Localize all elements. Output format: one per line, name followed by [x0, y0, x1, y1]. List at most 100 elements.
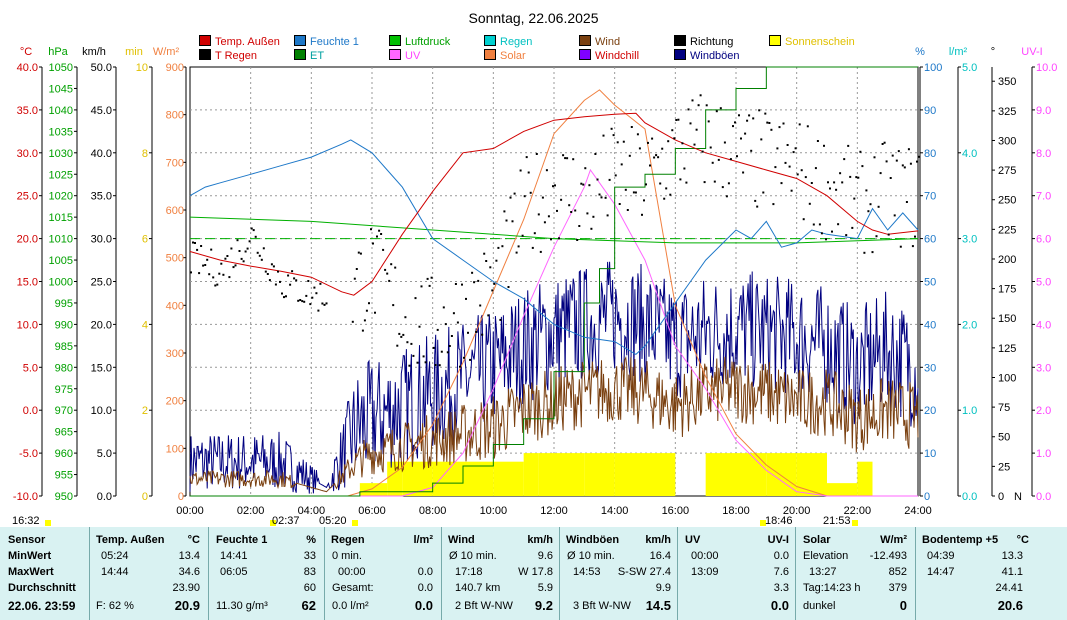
wind-direction-dot [479, 304, 482, 307]
series-feuchte-line [189, 139, 919, 356]
wind-direction-dot [398, 332, 401, 335]
wind-direction-dot [444, 323, 447, 326]
temp-extra: F: 62 % [96, 600, 134, 612]
wind-direction-dot [309, 303, 312, 306]
wind-direction-dot [764, 112, 767, 115]
dir-tick-label: 150 [998, 313, 1016, 325]
wind-direction-dot [359, 252, 362, 255]
wind-tick-label: 35.0 [91, 191, 112, 203]
wind-direction-dot [420, 285, 423, 288]
wind-row1: Ø 10 min. [449, 550, 497, 562]
x-tick-label: 12:00 [540, 505, 568, 517]
solar-tick-label: 200 [166, 396, 184, 408]
uv-min-time: 00:00 [691, 550, 719, 562]
legend-item: Temp. Außen [199, 35, 280, 48]
wind-direction-dot [291, 270, 294, 273]
wind-direction-dot [313, 286, 316, 289]
gust-title: Windböen [566, 534, 620, 546]
wind-direction-dot [424, 361, 427, 364]
wind-direction-dot [703, 181, 706, 184]
sun-event-marker [760, 520, 766, 526]
wind-direction-dot [786, 144, 789, 146]
sun-event-marker [852, 520, 858, 526]
wind-direction-dot [236, 239, 239, 242]
rain-tick-label: 3.0 [962, 234, 977, 246]
sun-tick-label: 10 [136, 62, 148, 74]
wind-direction-dot [723, 141, 726, 144]
press-tick-label: 1015 [49, 212, 73, 224]
chart-title: Sonntag, 22.06.2025 [468, 10, 599, 26]
wind-direction-dot [450, 335, 453, 337]
dir-tick-label: 100 [998, 372, 1016, 384]
wind-direction-dot [715, 110, 718, 113]
wind-direction-dot [473, 281, 476, 284]
wind-direction-dot [578, 225, 581, 227]
wind-direction-dot [590, 227, 593, 230]
wind-direction-dot [244, 250, 247, 253]
wind-direction-dot [434, 364, 437, 366]
wind-direction-dot [602, 134, 605, 137]
wind-direction-dot [740, 137, 742, 140]
wind-direction-dot [497, 246, 500, 249]
hum-tick-label: 100 [924, 62, 942, 74]
wind-direction-dot [899, 245, 902, 248]
wind-direction-dot [380, 233, 383, 235]
wind-direction-dot [651, 137, 654, 140]
wind-direction-dot [212, 276, 215, 279]
wind-direction-dot [527, 171, 530, 174]
wind-direction-dot [519, 169, 522, 172]
wind-direction-dot [361, 329, 364, 332]
legend-item: Regen [484, 35, 532, 48]
wind-direction-dot [562, 154, 565, 157]
wind-direction-dot [734, 121, 736, 124]
wind-direction-dot [883, 141, 886, 144]
wind-direction-dot [641, 213, 643, 216]
wind-direction-dot [630, 126, 633, 128]
wind-direction-dot [600, 196, 603, 199]
wind-direction-dot [685, 181, 688, 184]
wind-direction-dot [907, 148, 910, 151]
wind-direction-dot [248, 240, 251, 243]
stats-solar: Solar W/m² Elevation -12.493 13:27 852 T… [795, 527, 916, 620]
wind-direction-dot [911, 245, 914, 248]
wind-direction-dot [543, 221, 546, 224]
sun-tick-label: 6 [142, 234, 148, 246]
press-tick-label: 990 [55, 319, 73, 331]
wind-direction-dot [323, 303, 326, 306]
wind-direction-dot [511, 220, 514, 223]
wind-direction-dot [827, 181, 829, 184]
wind-direction-dot [289, 283, 292, 286]
solar-tick-label: 800 [166, 110, 184, 122]
sun-tick-label: 2 [142, 405, 148, 417]
wind-direction-dot [467, 331, 469, 334]
wind-direction-dot [285, 295, 287, 298]
wind-direction-dot [649, 164, 651, 167]
wind-direction-dot [355, 268, 358, 270]
temp-max-time: 14:44 [101, 566, 129, 578]
x-tick-label: 06:00 [358, 505, 386, 517]
legend-label: Wind [595, 36, 621, 48]
legend-swatch [674, 49, 686, 60]
wind-direction-dot [414, 297, 417, 300]
sunshine-bar [554, 453, 585, 496]
wind-direction-dot [503, 210, 506, 213]
wind-direction-dot [748, 114, 751, 117]
wind-direction-dot [614, 174, 617, 177]
solar-unit-label: W/m² [153, 46, 180, 58]
wind-direction-dot [505, 219, 508, 222]
wind-direction-dot [873, 156, 876, 159]
wind-direction-dot [869, 203, 872, 206]
wind-unit-label: km/h [82, 46, 106, 58]
solar-tick-label: 900 [166, 62, 184, 74]
uv-tick-label: 1.0 [1036, 448, 1051, 460]
wind-direction-dot [612, 134, 615, 137]
wind-direction-dot [412, 354, 415, 357]
wind-direction-dot [580, 182, 583, 185]
sun-tick-label: 8 [142, 148, 148, 160]
wind-direction-dot [216, 283, 219, 286]
sunshine-bar [402, 461, 418, 496]
wind-direction-dot [875, 235, 878, 238]
press-tick-label: 980 [55, 362, 73, 374]
gust-row1: Ø 10 min. [567, 550, 615, 562]
wind-direction-dot [683, 167, 686, 170]
